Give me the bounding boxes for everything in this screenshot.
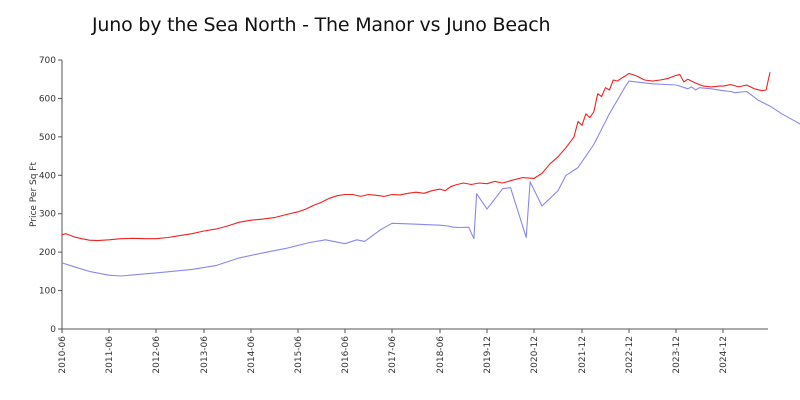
- y-axis-title: Price Per Sq Ft: [29, 162, 39, 227]
- y-tick-label: 100: [39, 287, 56, 297]
- x-tick-label: 2018-06: [436, 336, 446, 374]
- x-tick-label: 2016-06: [341, 336, 351, 374]
- x-tick-label: 2019-12: [483, 336, 493, 374]
- x-tick-label: 2014-06: [247, 336, 257, 374]
- x-tick-label: 2017-06: [388, 336, 398, 374]
- y-tick-label: 300: [39, 210, 56, 220]
- y-axis-title-group: Price Per Sq Ft: [29, 162, 39, 227]
- series-line-red: [61, 72, 771, 242]
- x-tick-label: 2021-12: [578, 336, 588, 374]
- x-tick-label: 2022-12: [625, 336, 635, 374]
- x-tick-label: 2011-06: [105, 336, 115, 374]
- x-tick-label: 2020-12: [530, 336, 540, 374]
- y-tick-label: 500: [39, 133, 56, 143]
- series-layer: [61, 72, 800, 277]
- y-tick-label: 600: [39, 94, 56, 104]
- y-tick-label: 0: [50, 325, 56, 335]
- chart-title: Juno by the Sea North - The Manor vs Jun…: [92, 14, 551, 36]
- y-tick-label: 200: [39, 248, 56, 258]
- x-tick-label: 2015-06: [294, 336, 304, 374]
- y-tick-label: 700: [39, 56, 56, 66]
- x-tick-label: 2010-06: [58, 336, 68, 374]
- axes: 0 100 200 300 400 500 600 700 2010-06 2011-06 2012…: [39, 56, 768, 374]
- series-line-blue: [61, 80, 800, 277]
- y-tick-label: 400: [39, 171, 56, 181]
- x-tick-label: 2012-06: [152, 336, 162, 374]
- x-tick-label: 2024-12: [719, 336, 729, 374]
- x-tick-label: 2023-12: [672, 336, 682, 374]
- x-tick-label: 2013-06: [200, 336, 210, 374]
